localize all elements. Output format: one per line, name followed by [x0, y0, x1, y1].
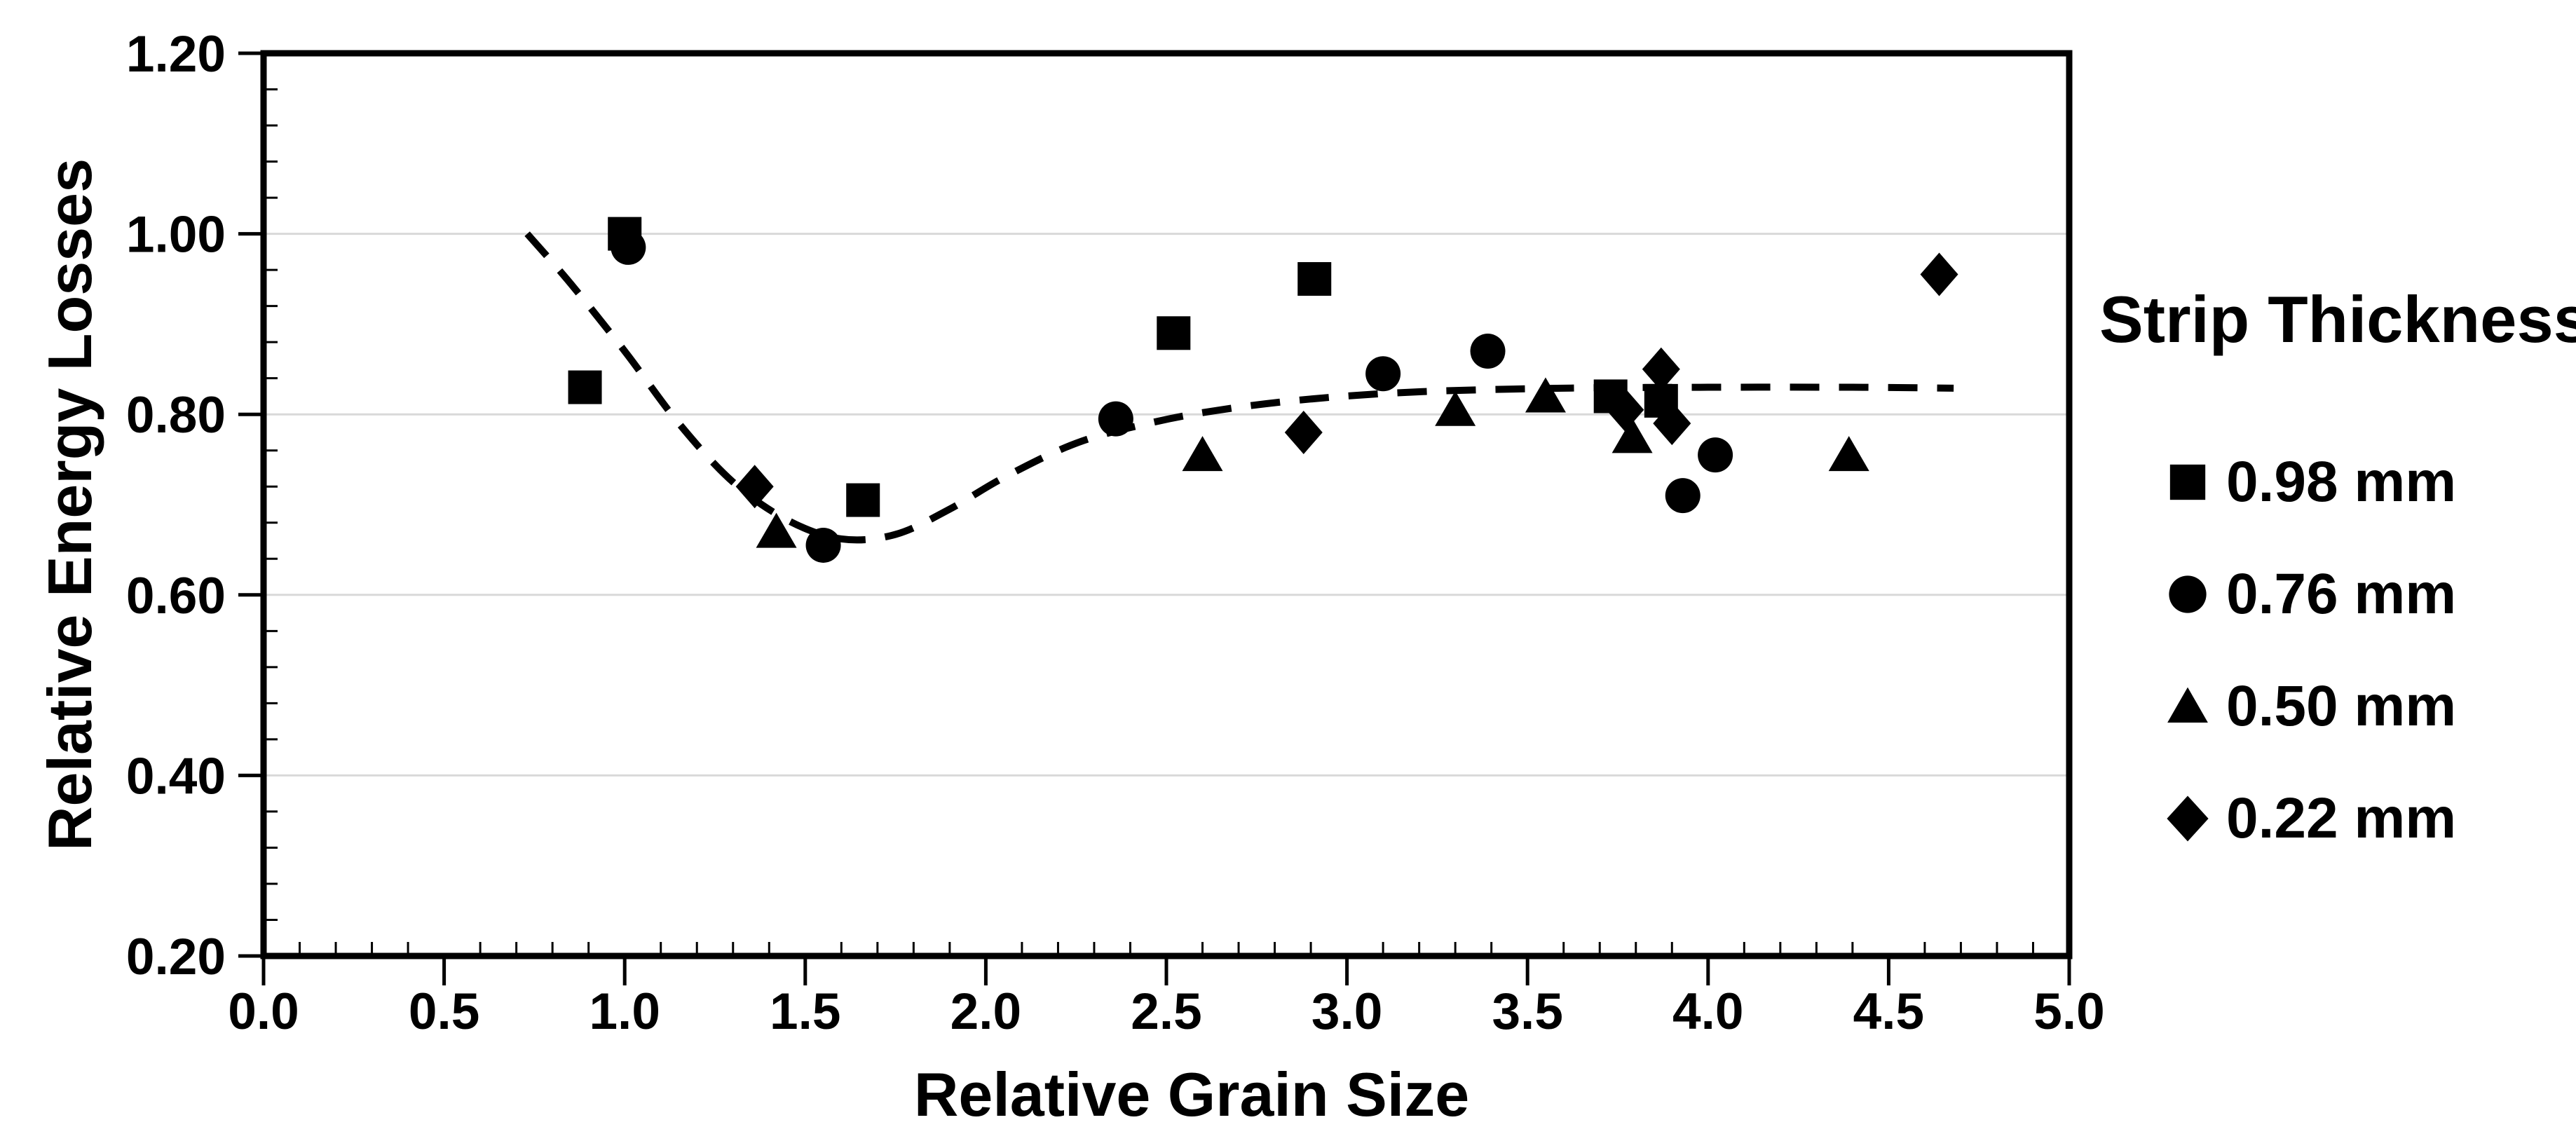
svg-text:2.5: 2.5: [1131, 983, 1201, 1040]
svg-text:4.0: 4.0: [1672, 983, 1743, 1040]
svg-text:3.5: 3.5: [1492, 983, 1562, 1040]
svg-text:4.5: 4.5: [1853, 983, 1924, 1040]
svg-text:0.40: 0.40: [126, 748, 226, 805]
svg-text:0.20: 0.20: [126, 929, 226, 985]
svg-text:0.80: 0.80: [126, 387, 226, 444]
svg-text:5.0: 5.0: [2033, 983, 2104, 1040]
svg-text:2.0: 2.0: [950, 983, 1021, 1040]
svg-text:1.00: 1.00: [126, 207, 226, 264]
svg-text:3.0: 3.0: [1311, 983, 1382, 1040]
svg-text:Relative Energy Losses: Relative Energy Losses: [35, 158, 104, 851]
svg-text:1.5: 1.5: [770, 983, 840, 1040]
svg-text:0.60: 0.60: [126, 568, 226, 624]
svg-text:1.20: 1.20: [126, 26, 226, 83]
svg-text:0.0: 0.0: [228, 983, 299, 1040]
svg-text:Relative Grain Size: Relative Grain Size: [914, 1060, 1469, 1129]
svg-text:1.0: 1.0: [589, 983, 660, 1040]
svg-text:0.5: 0.5: [409, 983, 479, 1040]
